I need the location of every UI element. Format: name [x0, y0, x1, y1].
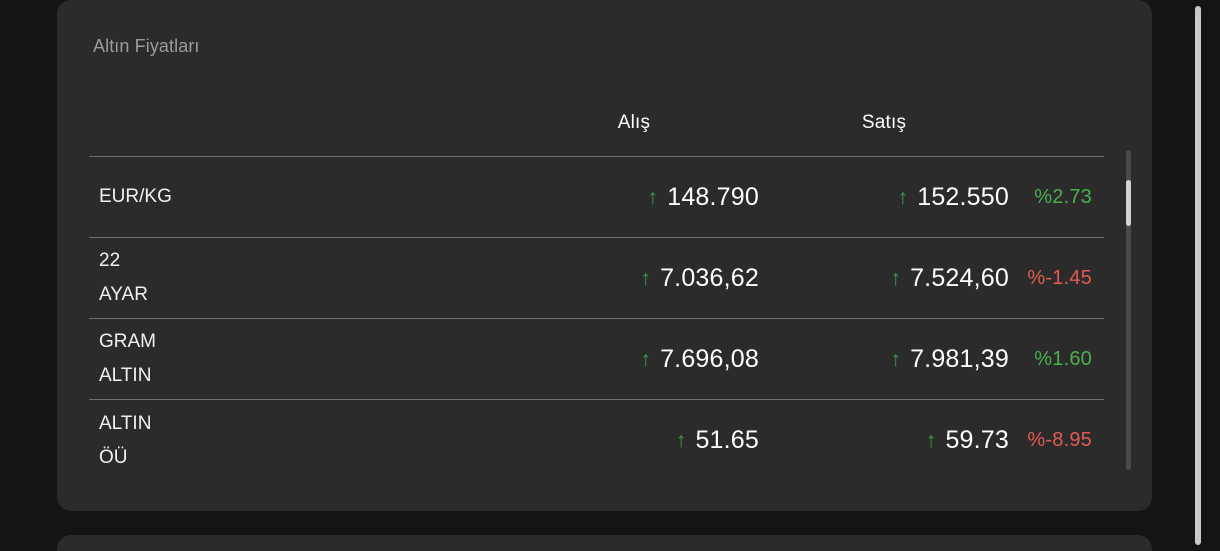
table-scrollbar-track[interactable] [1126, 150, 1131, 470]
row-sell-price: ↑ 7.981,39 [759, 345, 1009, 374]
row-buy-value: 51.65 [695, 426, 759, 454]
table-row[interactable]: 22 AYAR ↑ 7.036,62 ↑ 7.524,60 %-1.45 [89, 238, 1104, 319]
page-scrollbar-track[interactable] [1195, 0, 1201, 551]
row-change-percent: %-8.95 [1027, 429, 1092, 451]
row-buy-price: ↑ 51.65 [509, 426, 759, 455]
table-row[interactable]: ALTIN ÖÜ ↑ 51.65 ↑ 59.73 %-8.95 [89, 400, 1104, 481]
arrow-up-icon: ↑ [925, 429, 937, 452]
arrow-up-icon: ↑ [640, 347, 652, 371]
row-sell-value: 7.981,39 [910, 344, 1009, 373]
table-body: EUR/KG ↑ 148.790 ↑ 152.550 %2.73 22 AYAR ↑ 7.036… [89, 157, 1104, 481]
arrow-up-icon: ↑ [897, 185, 909, 209]
row-sell-value: 152.550 [917, 182, 1009, 211]
column-header-sell: Satış [759, 112, 1009, 134]
next-card-preview[interactable] [57, 535, 1152, 551]
row-buy-value: 7.036,62 [660, 263, 759, 292]
row-sell-price: ↑ 152.550 [759, 183, 1009, 212]
arrow-up-icon: ↑ [890, 266, 902, 290]
column-header-buy: Alış [509, 112, 759, 134]
row-asset-name: ALTIN ÖÜ [99, 412, 152, 468]
row-change-percent: %-1.45 [1027, 266, 1092, 289]
table-header-row: Alış Satış [89, 90, 1104, 157]
arrow-up-icon: ↑ [675, 429, 687, 452]
row-change-percent: %1.60 [1034, 347, 1092, 370]
table-scrollbar-thumb[interactable] [1126, 180, 1131, 226]
row-asset-name: 22 AYAR [99, 250, 148, 305]
row-asset-name: GRAM ALTIN [99, 331, 156, 386]
row-buy-price: ↑ 148.790 [509, 183, 759, 212]
row-asset-name: EUR/KG [99, 186, 172, 208]
row-sell-value: 7.524,60 [910, 263, 1009, 292]
row-sell-value: 59.73 [945, 426, 1009, 454]
column-header-sell-label: Satış [861, 112, 907, 133]
column-header-buy-label: Alış [617, 112, 651, 133]
gold-prices-card: Altın Fiyatları Alış Satış EUR/KG ↑ 148.79… [57, 0, 1152, 511]
row-change-percent: %2.73 [1034, 185, 1092, 208]
table-row[interactable]: EUR/KG ↑ 148.790 ↑ 152.550 %2.73 [89, 157, 1104, 238]
row-buy-price: ↑ 7.036,62 [509, 264, 759, 293]
arrow-up-icon: ↑ [640, 266, 652, 290]
page-title: Altın Fiyatları [93, 36, 200, 56]
row-sell-price: ↑ 7.524,60 [759, 264, 1009, 293]
gold-prices-table: Alış Satış EUR/KG ↑ 148.790 ↑ 152.550 %2.73 22… [89, 90, 1104, 490]
arrow-up-icon: ↑ [890, 347, 902, 371]
row-buy-price: ↑ 7.696,08 [509, 345, 759, 374]
row-sell-price: ↑ 59.73 [759, 426, 1009, 455]
arrow-up-icon: ↑ [647, 185, 659, 209]
row-buy-value: 7.696,08 [660, 344, 759, 373]
page-scrollbar-thumb[interactable] [1195, 6, 1201, 545]
table-row[interactable]: GRAM ALTIN ↑ 7.696,08 ↑ 7.981,39 %1.60 [89, 319, 1104, 400]
row-buy-value: 148.790 [667, 182, 759, 211]
